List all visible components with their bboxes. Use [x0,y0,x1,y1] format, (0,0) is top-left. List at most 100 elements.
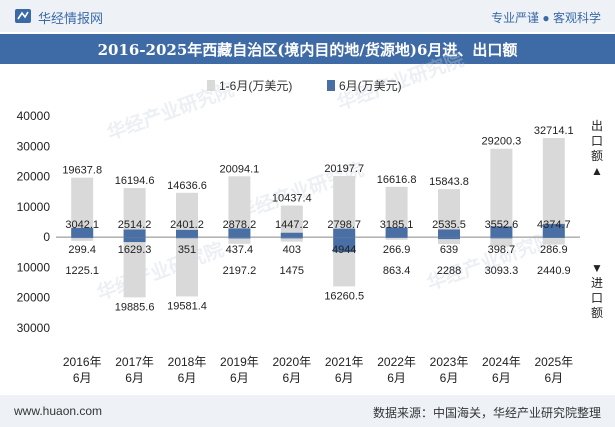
side-label-export-char: 额 [591,149,603,163]
bar-monthly-import [385,237,408,238]
bar-monthly-export [385,227,408,238]
bar-cumulative-export [490,148,513,238]
side-label-export-char: 出 [591,119,603,133]
x-tick-label-month: 6月 [544,371,563,385]
legend-swatch-monthly [327,80,335,91]
bar-cumulative-import [542,237,565,245]
y-tick-label: 40000 [17,109,51,123]
side-label-import-char: 口 [591,291,603,305]
y-tick-label: 30000 [17,321,51,335]
x-tick-label-month: 6月 [335,371,354,385]
bar-cumulative-export [71,177,94,238]
y-tick-label: 30000 [17,139,51,153]
data-label-monthly-import: 286.9 [540,244,568,256]
bar-monthly-import [542,237,565,239]
chart-title: 2016-2025年西藏自治区(境内目的地/货源地)6月进、出口额 [97,41,518,59]
legend-label-monthly: 6月(万美元) [339,79,402,93]
data-label-cumulative-import: 1475 [280,265,304,277]
watermark-text: 华经产业研究院 [94,238,227,305]
y-tick-label: 10000 [17,260,51,274]
data-label-cumulative-export: 10437.4 [272,193,312,205]
bar-cumulative-export [438,189,460,238]
brand-name: 华经情报网 [38,11,104,26]
brand-tags: 专业严谨 ● 客观科学 [491,11,601,25]
x-tick-label-month: 6月 [492,371,511,385]
data-label-monthly-export: 2514.2 [118,219,152,231]
bar-cumulative-export [385,186,408,238]
bar-cumulative-import [228,237,251,244]
x-tick-label-month: 6月 [282,371,301,385]
data-label-cumulative-import: 863.4 [383,265,411,277]
x-tick-label-year: 2021年 [325,355,364,369]
bar-monthly-export [333,228,356,238]
side-label-export-char: 口 [591,134,603,148]
x-tick-label-year: 2017年 [115,355,154,369]
legend-swatch-cumulative [207,80,215,91]
data-label-monthly-export: 2878.2 [223,219,257,231]
x-tick-label-month: 6月 [230,371,249,385]
data-label-monthly-export: 3552.6 [485,219,519,231]
bar-monthly-import [176,237,198,239]
bar-cumulative-import [438,237,460,245]
bar-cumulative-import [385,237,408,240]
y-tick-label: 10000 [17,200,51,214]
huaon-logo-icon [15,9,31,23]
footer-bar [0,395,615,427]
legend-label-cumulative: 1-6月(万美元) [219,79,292,93]
data-label-monthly-import: 351 [178,244,196,256]
bar-monthly-export [542,223,565,238]
data-label-cumulative-import: 2440.9 [537,265,571,277]
data-label-cumulative-export: 20197.7 [324,163,364,175]
side-label-import-char: 进 [591,276,603,290]
data-label-cumulative-export: 19637.8 [62,165,102,177]
data-label-monthly-export: 2535.5 [432,219,466,231]
x-tick-label-year: 2023年 [430,355,469,369]
y-tick-label: 20000 [17,291,51,305]
bar-cumulative-export [280,205,303,238]
data-label-cumulative-export: 15843.8 [429,176,469,188]
data-label-monthly-export: 3042.1 [65,219,99,231]
bar-cumulative-export [176,192,198,238]
bar-monthly-import [228,237,251,239]
top-bar [0,0,615,32]
data-label-cumulative-import: 19581.4 [167,300,207,312]
bar-monthly-export [228,228,251,238]
data-label-cumulative-export: 32714.1 [534,125,574,137]
x-tick-label-year: 2019年 [220,355,259,369]
bar-monthly-import [123,237,146,243]
data-label-monthly-export: 4374.7 [537,219,571,231]
data-label-cumulative-export: 16194.6 [115,175,155,187]
data-label-cumulative-export: 20094.1 [220,163,260,175]
bar-monthly-import [333,237,356,253]
y-tick-label: 20000 [17,170,51,184]
x-tick-label-month: 6月 [125,371,144,385]
bar-monthly-export [123,229,146,238]
data-label-monthly-import: 639 [440,244,458,256]
data-label-cumulative-import: 19885.6 [115,301,155,313]
data-label-monthly-import: 437.4 [226,244,254,256]
x-tick-label-month: 6月 [387,371,406,385]
data-label-cumulative-import: 16260.5 [324,290,364,302]
bar-monthly-export [176,229,198,238]
data-label-monthly-import: 299.4 [68,244,96,256]
bar-cumulative-import [176,237,198,297]
x-tick-label-year: 2025年 [534,355,573,369]
x-tick-label-year: 2020年 [272,355,311,369]
bar-cumulative-import [71,237,94,241]
bar-monthly-export [490,226,513,238]
side-label-export-char: ▲ [591,164,603,178]
data-label-monthly-import: 398.7 [488,244,516,256]
y-tick-label: 0 [43,230,50,244]
x-tick-label-month: 6月 [440,371,459,385]
data-label-monthly-export: 2401.2 [170,219,204,231]
bar-monthly-export [280,232,303,238]
bar-cumulative-export [333,175,356,238]
data-label-monthly-import: 403 [283,244,301,256]
x-tick-label-year: 2018年 [168,355,207,369]
data-label-monthly-export: 1447.2 [275,219,309,231]
x-tick-label-month: 6月 [73,371,92,385]
bar-cumulative-import [280,237,303,242]
data-label-cumulative-import: 2288 [437,265,461,277]
data-label-cumulative-export: 14636.6 [167,180,207,192]
